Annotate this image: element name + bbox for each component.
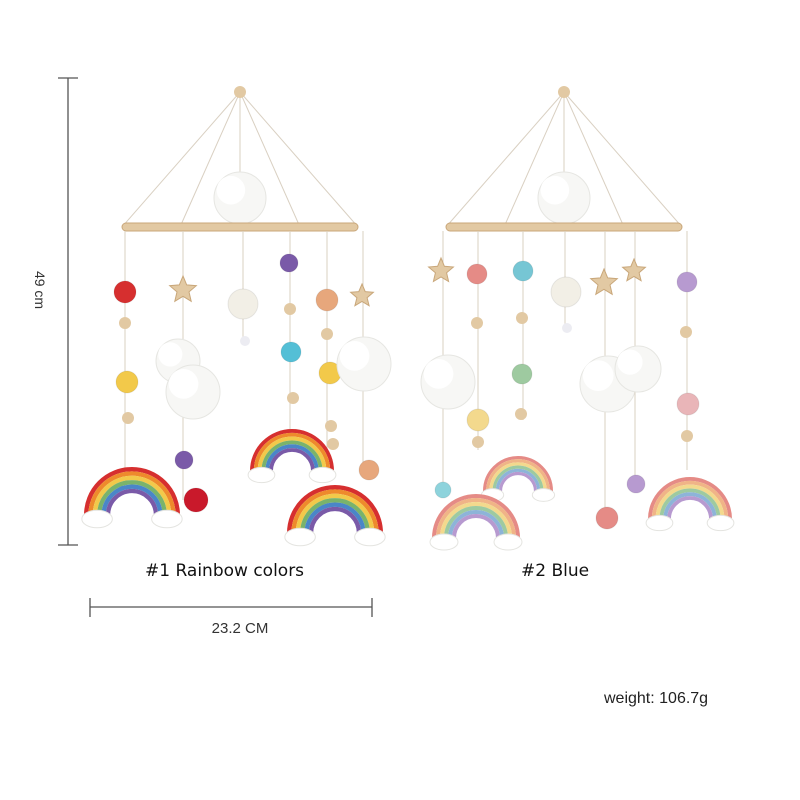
pompom-icon [537, 171, 591, 225]
pompom-icon [213, 171, 267, 225]
string [179, 91, 241, 228]
crochet-bead-icon [174, 450, 194, 470]
height-dimension-label: 49 cm [32, 270, 48, 310]
string [445, 91, 565, 228]
bell-icon [562, 323, 572, 333]
mobile-blue [420, 86, 735, 551]
crochet-bead-icon [466, 408, 490, 432]
pompom-icon [165, 364, 221, 420]
product-label-rainbow: #1 Rainbow colors [145, 561, 305, 581]
pompom-icon [336, 336, 392, 392]
crochet-bead-icon [358, 459, 380, 481]
string [503, 91, 565, 228]
crochet-bead-icon [183, 487, 209, 513]
crochet-bead-icon [511, 363, 533, 385]
string [239, 91, 359, 228]
wood-bead-icon [681, 430, 693, 442]
crochet-bead-icon [512, 260, 534, 282]
mobile-rainbow [81, 86, 392, 547]
wood-bead-icon [284, 303, 296, 315]
wood-bead-icon [515, 408, 527, 420]
crochet-bead-icon [434, 481, 452, 499]
wood-bead-icon [234, 86, 246, 98]
crochet-bead-icon [279, 253, 299, 273]
crochet-bead-icon [626, 474, 646, 494]
wood-bead-icon [325, 420, 337, 432]
macrame-rainbow-icon [480, 456, 556, 502]
crochet-bead-icon [280, 341, 302, 363]
wood-bead-icon [516, 312, 528, 324]
string [563, 91, 625, 228]
wood-bead-icon [122, 412, 134, 424]
string [121, 91, 241, 228]
macrame-rainbow-icon [81, 467, 183, 529]
wooden-hoop-icon [445, 222, 683, 232]
crochet-bead-icon [113, 280, 137, 304]
wood-bead-icon [472, 436, 484, 448]
wood-star-icon [589, 267, 619, 296]
weight-label: weight: 106.7g [604, 690, 709, 707]
wood-bead-icon [119, 317, 131, 329]
wood-star-icon [621, 257, 647, 282]
wood-star-icon [427, 256, 455, 283]
product-label-blue: #2 Blue [521, 561, 590, 581]
width-dimension-label: 23.2 CM [211, 620, 269, 637]
wood-star-icon [168, 274, 198, 303]
crochet-bead-icon [315, 288, 339, 312]
dimension-lines [58, 77, 373, 617]
wood-bead-icon [680, 326, 692, 338]
wood-bead-icon [321, 328, 333, 340]
bell-icon [240, 336, 250, 346]
macrame-rainbow-icon [645, 477, 735, 532]
wood-bead-icon [471, 317, 483, 329]
crochet-bead-icon [550, 276, 582, 308]
crochet-bead-icon [676, 271, 698, 293]
crochet-bead-icon [595, 506, 619, 530]
crochet-bead-icon [115, 370, 139, 394]
string [563, 91, 683, 228]
wooden-hoop-icon [121, 222, 359, 232]
crochet-bead-icon [466, 263, 488, 285]
macrame-rainbow-icon [429, 494, 523, 551]
string [239, 91, 301, 228]
wood-star-icon [349, 282, 375, 307]
pompom-icon [420, 354, 476, 410]
pompom-icon [614, 345, 662, 393]
macrame-rainbow-icon [284, 485, 386, 547]
macrame-rainbow-icon [247, 429, 337, 484]
wood-bead-icon [558, 86, 570, 98]
crochet-bead-icon [676, 392, 700, 416]
wood-bead-icon [287, 392, 299, 404]
crochet-bead-icon [227, 288, 259, 320]
wood-bead-icon [327, 438, 339, 450]
